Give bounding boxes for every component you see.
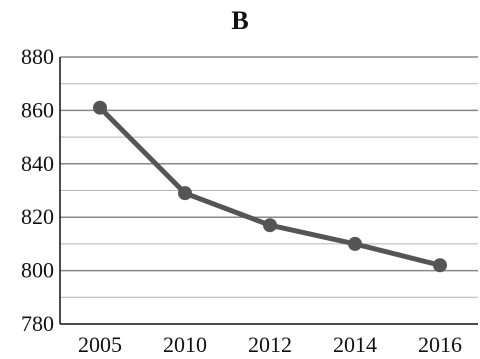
x-tick-labels: 2005 2010 2012 2014 2016 [78,332,462,357]
y-tick-label: 820 [21,204,54,229]
chart-title: B [231,6,249,35]
y-tick-labels: 780 800 820 840 860 880 [21,44,54,336]
y-tick-label: 840 [21,151,54,176]
data-point [263,218,277,233]
data-point [93,100,107,115]
series-markers [93,100,447,273]
axes [59,57,478,325]
y-tick-label: 880 [21,44,54,69]
x-tick-label: 2005 [78,332,122,357]
grid-lines [60,56,478,298]
y-tick-label: 800 [21,258,54,283]
x-tick-label: 2012 [248,332,292,357]
x-tick-label: 2014 [333,332,377,357]
data-point [178,186,192,201]
data-point [348,236,362,251]
data-point [433,258,447,273]
series-line-group [97,105,443,268]
series-line [97,105,443,268]
x-tick-label: 2010 [163,332,207,357]
y-tick-label: 780 [21,311,54,336]
x-tick-label: 2016 [418,332,462,357]
y-tick-label: 860 [21,97,54,122]
